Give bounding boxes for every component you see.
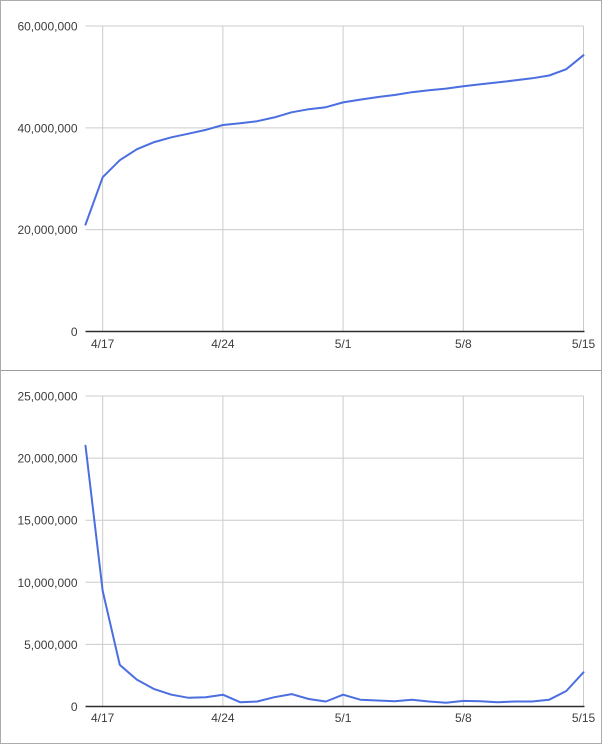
x-axis-label: 5/8 (455, 337, 472, 351)
daily-line-chart: 0 5,000,000 10,000,000 15,000,000 20,000,000… (17, 390, 596, 726)
y-axis-label: 20,000,000 (17, 223, 77, 237)
series-line-daily-change (84, 444, 585, 704)
x-axis-label: 4/17 (91, 337, 115, 351)
y-axis-label: 15,000,000 (17, 514, 77, 528)
y-axis-label: 0 (71, 700, 78, 714)
chart-card-daily: 0 5,000,000 10,000,000 15,000,000 20,000,000… (1, 371, 601, 743)
x-axis-label: 5/1 (335, 337, 352, 351)
y-axis-label: 0 (71, 325, 78, 339)
x-axis-label: 4/24 (211, 337, 235, 351)
y-axis-label: 5,000,000 (24, 638, 78, 652)
chart-divider (1, 370, 601, 371)
y-axis-label: 10,000,000 (17, 576, 77, 590)
y-axis-label: 25,000,000 (17, 390, 77, 404)
y-axis-label: 20,000,000 (17, 452, 77, 466)
chart-card-cumulative: 0 20,000,000 40,000,000 60,000,000 4/17 4/24 5… (1, 1, 601, 370)
y-axis-label: 60,000,000 (17, 20, 77, 34)
x-axis-label: 4/24 (211, 711, 235, 725)
x-axis-label: 4/17 (91, 711, 115, 725)
x-axis-label: 5/15 (572, 337, 596, 351)
x-axis-label: 5/1 (335, 711, 352, 725)
y-axis-label: 40,000,000 (17, 121, 77, 135)
x-axis-label: 5/15 (572, 711, 596, 725)
series-line-cumulative-total (84, 54, 585, 226)
cumulative-line-chart: 0 20,000,000 40,000,000 60,000,000 4/17 4/24 5… (17, 20, 596, 352)
x-axis-label: 5/8 (455, 711, 472, 725)
